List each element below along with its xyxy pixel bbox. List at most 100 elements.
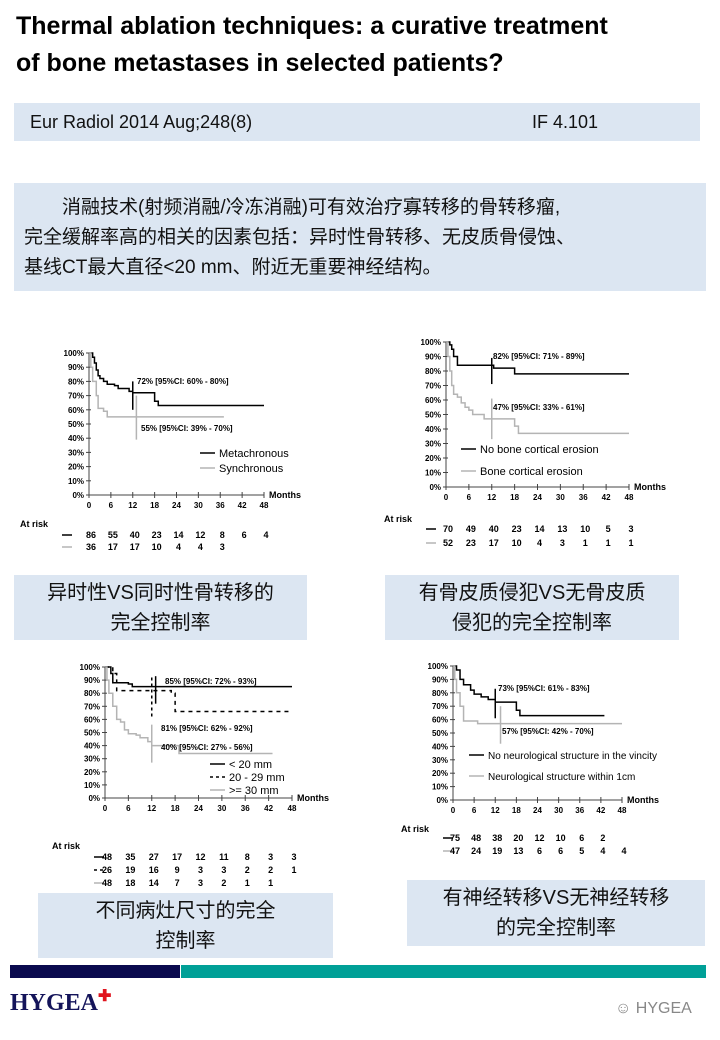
legend-label: 20 - 29 mm [229, 772, 285, 784]
legend-label: < 20 mm [229, 759, 272, 771]
wechat-icon: ☺ [615, 1000, 632, 1017]
at-risk-count: 3 [220, 542, 225, 552]
at-risk-count: 5 [606, 524, 611, 534]
x-tick-label: 18 [510, 493, 519, 502]
x-tick-label: 6 [126, 804, 131, 813]
at-risk-label: At risk [52, 841, 81, 851]
y-tick-label: 70% [432, 702, 448, 711]
at-risk-count: 10 [512, 538, 522, 548]
y-tick-label: 20% [425, 454, 441, 463]
at-risk-count: 38 [492, 833, 502, 843]
x-tick-label: 12 [147, 804, 156, 813]
slide-title: Thermal ablation techniques: a curative … [16, 8, 716, 82]
y-tick-label: 40% [68, 434, 84, 443]
x-tick-label: 48 [288, 804, 297, 813]
summary-line: 消融技术(射频消融/冷冻消融)可有效治疗寡转移的骨转移瘤, [62, 197, 561, 218]
km-chart-1: 0% 10% 20% 30% 40% 50% 60% 70% 80% 90% 100% 0 6 12 18 2… [20, 349, 301, 552]
at-risk-count: 48 [471, 833, 481, 843]
y-tick-label: 100% [64, 349, 84, 358]
at-risk-count: 14 [534, 524, 544, 534]
y-tick-label: 100% [421, 338, 441, 347]
at-risk-count: 11 [219, 852, 229, 862]
hygea-logo: HYGEA✚ [10, 988, 112, 1017]
at-risk-count: 17 [172, 852, 182, 862]
at-risk-count: 10 [152, 542, 162, 552]
at-risk-count: 35 [125, 852, 135, 862]
x-tick-label: 12 [487, 493, 496, 502]
at-risk-count: 5 [579, 846, 584, 856]
ci-annotation: 55% [95%CI: 39% - 70%] [141, 424, 233, 433]
y-tick-label: 50% [84, 729, 100, 738]
at-risk-count: 48 [102, 878, 112, 888]
km-chart-3: 0%10%20%30%40%50%60%70%80%90%100%0 6 12 18 2… [52, 663, 329, 888]
at-risk-count: 1 [245, 878, 250, 888]
survival-curve-1 [89, 352, 264, 407]
at-risk-label: At risk [384, 514, 413, 524]
x-tick-label: 48 [625, 493, 634, 502]
y-tick-label: 20% [432, 769, 448, 778]
at-risk-count: 3 [560, 538, 565, 548]
at-risk-count: 75 [450, 833, 460, 843]
y-tick-label: 0% [429, 483, 441, 492]
ci-annotation: 72% [95%CI: 60% - 80%] [137, 377, 229, 386]
at-risk-count: 14 [149, 878, 159, 888]
at-risk-count: 3 [198, 865, 203, 875]
y-tick-label: 80% [432, 689, 448, 698]
y-tick-label: 30% [68, 448, 84, 457]
at-risk-count: 19 [125, 865, 135, 875]
caption-line: 侵犯的完全控制率 [452, 611, 612, 634]
x-axis-label: Months [627, 795, 659, 805]
at-risk-count: 6 [558, 846, 563, 856]
survival-curve-1 [446, 341, 629, 375]
y-tick-label: 80% [68, 377, 84, 386]
km-chart-2: 0%10%20%30%40%50%60%70%80%90%100%0 6 12 18 2… [384, 338, 666, 548]
at-risk-count: 14 [173, 530, 183, 540]
at-risk-count: 48 [102, 852, 112, 862]
survival-curve-2 [89, 352, 224, 418]
x-tick-label: 18 [171, 804, 180, 813]
x-tick-label: 0 [87, 501, 92, 510]
at-risk-count: 4 [176, 542, 181, 552]
x-tick-label: 12 [491, 806, 500, 815]
y-tick-label: 10% [425, 469, 441, 478]
at-risk-count: 12 [534, 833, 544, 843]
footer-bar-teal [181, 965, 706, 978]
km-chart-4: 0% 10% 20% 30% 40% 50% 60% 70% 80% 90% 100% 0 6 12 18 2… [401, 662, 659, 856]
at-risk-count: 36 [86, 542, 96, 552]
at-risk-count: 86 [86, 530, 96, 540]
at-risk-count: 13 [513, 846, 523, 856]
at-risk-count: 23 [466, 538, 476, 548]
x-tick-label: 42 [596, 806, 605, 815]
at-risk-count: 17 [489, 538, 499, 548]
at-risk-count: 27 [149, 852, 159, 862]
ci-annotation: 40% [95%CI: 27% - 56%] [161, 743, 253, 752]
x-tick-label: 24 [194, 804, 203, 813]
at-risk-label: At risk [401, 824, 430, 834]
survival-curve-2 [105, 666, 292, 713]
at-risk-count: 23 [512, 524, 522, 534]
at-risk-count: 40 [130, 530, 140, 540]
at-risk-count: 2 [600, 833, 605, 843]
legend-label: Neurological structure within 1cm [488, 772, 635, 783]
at-risk-label: At risk [20, 519, 49, 529]
x-tick-label: 30 [556, 493, 565, 502]
y-tick-label: 70% [84, 702, 100, 711]
red-cross-icon: ✚ [98, 988, 112, 1005]
at-risk-count: 12 [195, 852, 205, 862]
y-tick-label: 60% [68, 406, 84, 415]
x-tick-label: 24 [533, 493, 542, 502]
at-risk-count: 2 [268, 865, 273, 875]
at-risk-count: 47 [450, 846, 460, 856]
summary-box: 消融技术(射频消融/冷冻消融)可有效治疗寡转移的骨转移瘤, 完全缓解率高的相关的… [14, 183, 706, 291]
x-tick-label: 42 [264, 804, 273, 813]
at-risk-count: 1 [583, 538, 588, 548]
ci-annotation: 81% [95%CI: 62% - 92%] [161, 724, 253, 733]
x-tick-label: 12 [128, 501, 137, 510]
at-risk-count: 55 [108, 530, 118, 540]
journal-reference: Eur Radiol 2014 Aug;248(8) [30, 112, 253, 132]
ci-annotation: 73% [95%CI: 61% - 83%] [498, 684, 590, 693]
x-tick-label: 42 [238, 501, 247, 510]
legend-label: >= 30 mm [229, 785, 279, 797]
